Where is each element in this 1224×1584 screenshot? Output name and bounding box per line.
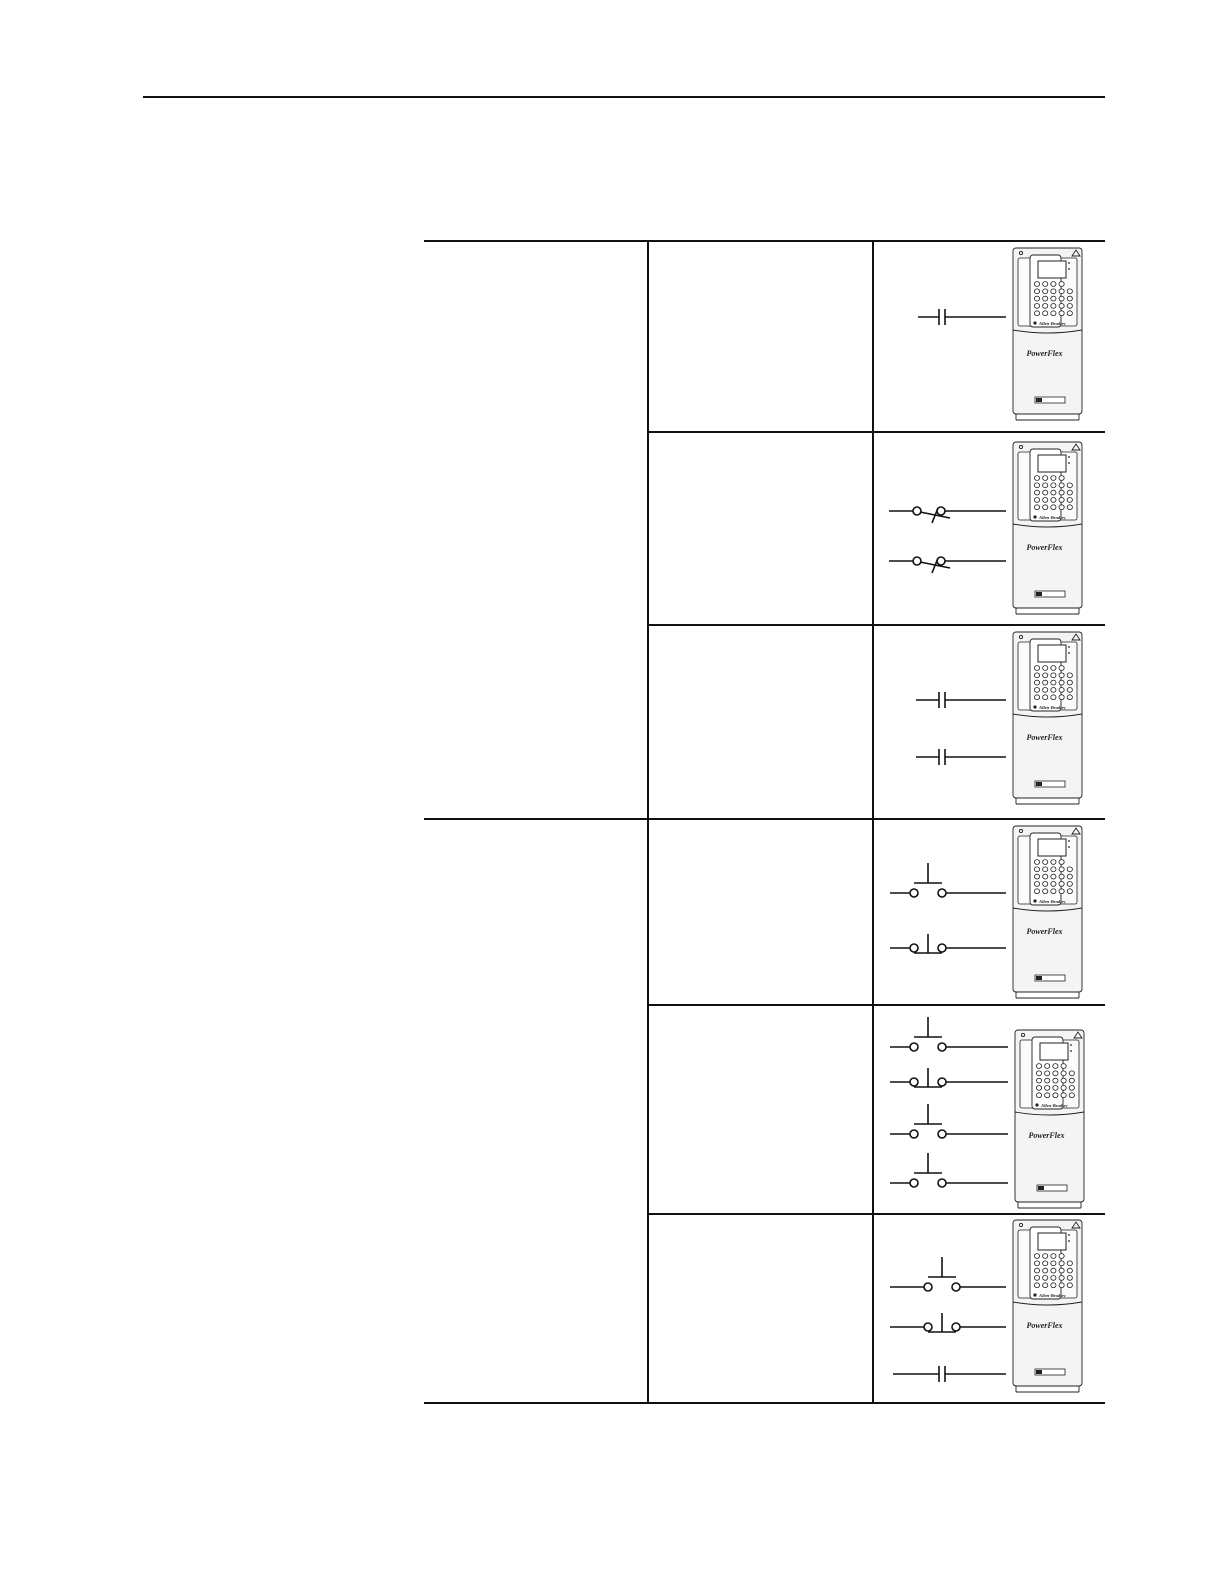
drive-illustration: Allen-Bradley PowerFlex	[1012, 825, 1083, 999]
table-top-rule	[424, 240, 1105, 242]
pushbutton-nc-symbol	[890, 1313, 1006, 1333]
group-divider	[424, 818, 1105, 820]
keypad-buttons	[1036, 1063, 1075, 1098]
model-mark: PowerFlex	[1027, 927, 1063, 936]
page-header-rule	[143, 96, 1105, 98]
model-mark: PowerFlex	[1027, 543, 1063, 552]
pushbutton-no-symbol	[890, 863, 1006, 898]
contact-no-symbol	[918, 309, 1006, 325]
brand-mark: Allen-Bradley	[1038, 899, 1067, 904]
row-divider	[647, 1004, 1105, 1006]
contact-no-symbol	[916, 692, 1006, 708]
drive-illustration: Allen-Bradley PowerFlex	[1012, 441, 1083, 615]
row-divider	[647, 624, 1105, 626]
row-divider	[647, 1213, 1105, 1215]
model-mark: PowerFlex	[1027, 349, 1063, 358]
keypad-buttons	[1034, 859, 1073, 894]
row-divider	[647, 431, 1105, 433]
drive-illustration: Allen-Bradley PowerFlex	[1012, 1219, 1083, 1393]
brand-mark: Allen-Bradley	[1040, 1103, 1069, 1108]
wiring-diagram-row: Allen-Bradley PowerFlex	[890, 825, 1083, 999]
pushbutton-no-symbol	[890, 1104, 1008, 1139]
model-mark: PowerFlex	[1027, 1321, 1063, 1330]
pushbutton-nc-symbol	[890, 934, 1006, 954]
wiring-diagram-row: Allen-Bradley PowerFlex	[889, 441, 1083, 615]
contact-no-symbol	[893, 1366, 1006, 1382]
brand-mark: Allen-Bradley	[1038, 705, 1067, 710]
switch-2wire-symbol	[889, 506, 1006, 524]
pushbutton-no-symbol	[890, 1257, 1006, 1292]
brand-mark: Allen-Bradley	[1038, 515, 1067, 520]
keypad-buttons	[1034, 281, 1073, 317]
drive-illustration: Allen-Bradley PowerFlex	[1012, 631, 1083, 805]
column-divider-1	[647, 241, 649, 1403]
table-bottom-rule	[424, 1402, 1105, 1404]
drive-illustration: Allen-Bradley PowerFlex	[1012, 247, 1083, 421]
drive-illustration: Allen-Bradley PowerFlex	[1014, 1029, 1085, 1209]
brand-mark: Allen-Bradley	[1038, 1293, 1067, 1298]
model-mark: PowerFlex	[1029, 1131, 1065, 1140]
contact-no-symbol	[916, 749, 1006, 765]
wiring-diagram-row: Allen-Bradley PowerFlex	[890, 1017, 1085, 1209]
column-divider-2	[872, 241, 874, 1403]
pushbutton-no-symbol	[890, 1153, 1008, 1188]
model-mark: PowerFlex	[1027, 733, 1063, 742]
switch-2wire-symbol	[889, 556, 1006, 574]
brand-mark: Allen-Bradley	[1038, 321, 1067, 326]
keypad-buttons	[1034, 665, 1073, 700]
wiring-diagram-row: Allen-Bradley PowerFlex	[890, 1219, 1083, 1393]
wiring-diagram-row: Allen-Bradley PowerFlex	[918, 247, 1083, 421]
pushbutton-no-symbol	[890, 1017, 1008, 1052]
keypad-buttons	[1034, 475, 1073, 511]
pushbutton-nc-symbol	[890, 1068, 1008, 1088]
keypad-buttons	[1034, 1253, 1073, 1288]
wiring-diagram-row: Allen-Bradley PowerFlex	[916, 631, 1083, 805]
